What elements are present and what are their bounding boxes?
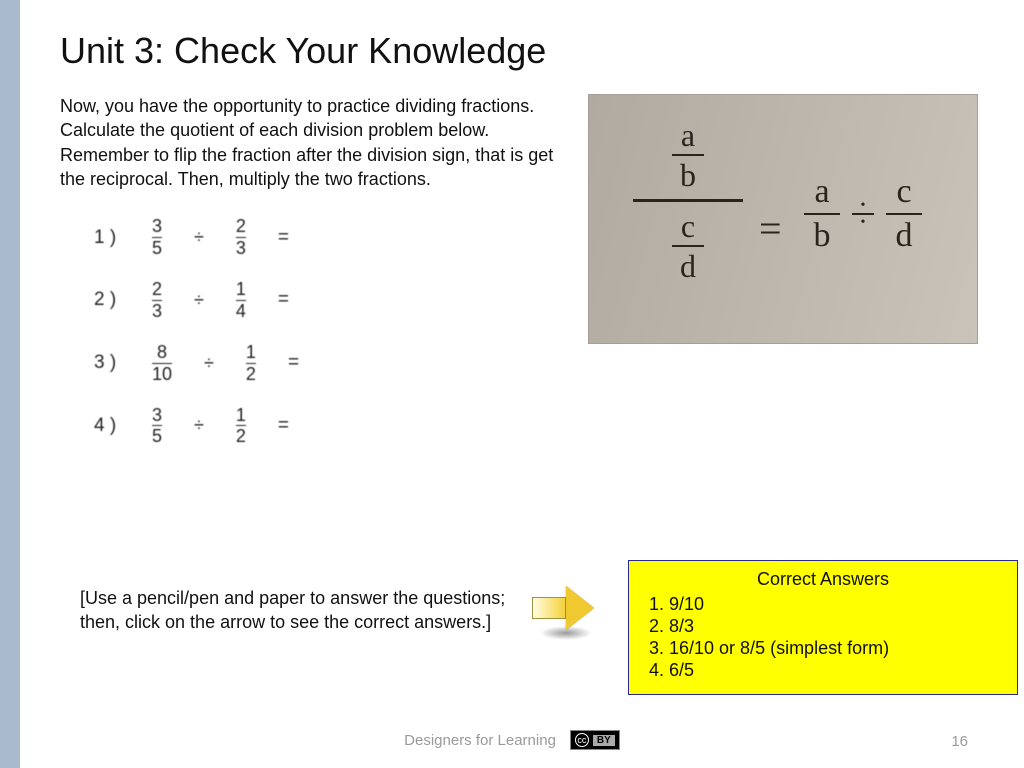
slide-left-accent [0, 0, 20, 768]
problem-row: 1 ) 35 ÷ 23 = [94, 217, 560, 258]
formula-rhs2-num: c [896, 175, 911, 209]
equals-symbol: = [272, 289, 289, 311]
problem-number: 3 ) [94, 352, 126, 374]
answer-item: 8/3 [669, 616, 1003, 637]
arrow-right-icon [532, 586, 594, 630]
formula-rhs2-den: d [896, 219, 913, 253]
fraction-b: 14 [236, 280, 246, 321]
formula-image: a b c d = a b c d [588, 94, 978, 344]
formula-rhs1-num: a [814, 175, 829, 209]
cc-by-badge-icon: ccBY [570, 730, 620, 750]
problem-row: 3 ) 810 ÷ 12 = [94, 343, 560, 384]
problem-number: 1 ) [94, 227, 126, 249]
fraction-b: 12 [236, 406, 246, 447]
formula-d: d [633, 250, 743, 282]
divide-symbol: ÷ [188, 415, 210, 436]
equals-symbol: = [272, 415, 289, 437]
formula-rhs1-den: b [814, 219, 831, 253]
page-title: Unit 3: Check Your Knowledge [60, 30, 984, 72]
problem-number: 4 ) [94, 415, 126, 437]
note-row: [Use a pencil/pen and paper to answer th… [80, 580, 602, 640]
formula-a: a [633, 119, 743, 151]
answers-list: 9/108/316/10 or 8/5 (simplest form)6/5 [643, 594, 1003, 681]
answers-header: Correct Answers [643, 569, 1003, 590]
fraction-a: 35 [152, 406, 162, 447]
body-row: Now, you have the opportunity to practic… [60, 94, 984, 468]
formula-b: b [633, 159, 743, 191]
fraction-b: 23 [236, 217, 246, 258]
formula-equals: = [759, 205, 782, 252]
left-column: Now, you have the opportunity to practic… [60, 94, 560, 468]
divide-symbol: ÷ [188, 227, 210, 248]
answer-item: 6/5 [669, 660, 1003, 681]
answer-item: 16/10 or 8/5 (simplest form) [669, 638, 1003, 659]
problem-row: 4 ) 35 ÷ 12 = [94, 406, 560, 447]
slide-content: Unit 3: Check Your Knowledge Now, you ha… [20, 0, 1024, 768]
formula-rhs: a b c d [804, 175, 922, 253]
formula-divide-icon [852, 202, 874, 226]
intro-paragraph: Now, you have the opportunity to practic… [60, 94, 560, 191]
slide-footer: Designers for Learning ccBY [0, 730, 1024, 750]
answers-panel: Correct Answers 9/108/316/10 or 8/5 (sim… [628, 560, 1018, 695]
formula-c: c [633, 210, 743, 242]
fraction-b: 12 [246, 343, 256, 384]
divide-symbol: ÷ [188, 290, 210, 311]
reveal-arrow[interactable] [532, 580, 602, 640]
formula-lhs: a b c d [633, 119, 743, 282]
answer-item: 9/10 [669, 594, 1003, 615]
divide-symbol: ÷ [198, 353, 220, 374]
problem-list: 1 ) 35 ÷ 23 = 2 ) 23 ÷ 14 = 3 ) 810 ÷ 12 = 4 ) 35 ÷ 12 = [60, 217, 560, 446]
problem-row: 2 ) 23 ÷ 14 = [94, 280, 560, 321]
page-number: 16 [951, 733, 968, 750]
fraction-a: 23 [152, 280, 162, 321]
footer-credit: Designers for Learning [404, 732, 556, 749]
problem-number: 2 ) [94, 289, 126, 311]
fraction-a: 810 [152, 343, 172, 384]
equals-symbol: = [272, 227, 289, 249]
equals-symbol: = [282, 352, 299, 374]
instructions-note: [Use a pencil/pen and paper to answer th… [80, 586, 520, 635]
fraction-a: 35 [152, 217, 162, 258]
